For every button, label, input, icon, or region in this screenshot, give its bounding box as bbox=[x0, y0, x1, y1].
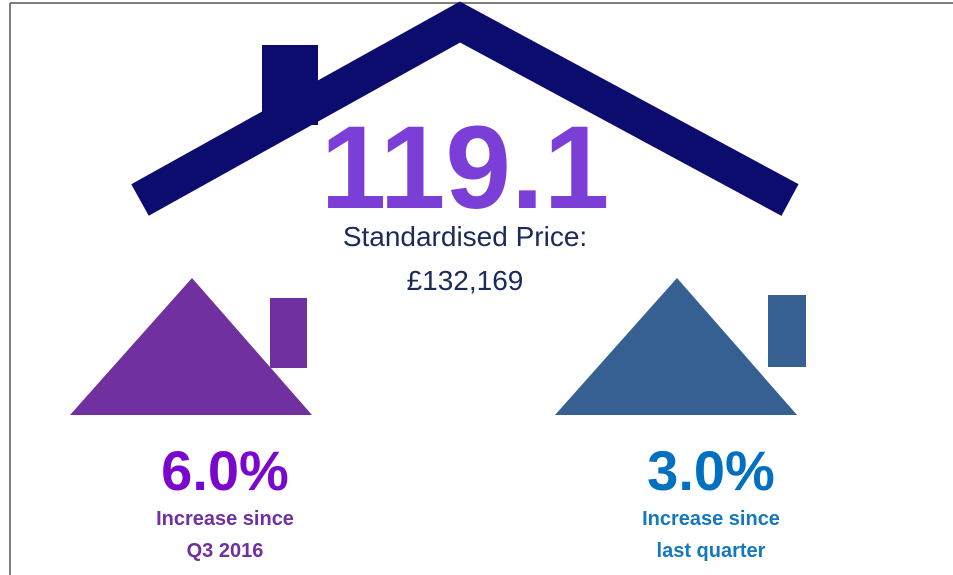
stat-value: 6.0% bbox=[161, 439, 289, 502]
stat-label: Increase since bbox=[156, 508, 294, 530]
index-value: 119.1 bbox=[321, 102, 610, 234]
left-house bbox=[70, 278, 312, 415]
stat-label: last quarter bbox=[657, 540, 766, 562]
stat-label: Q3 2016 bbox=[187, 540, 264, 562]
stat-label: Increase since bbox=[642, 508, 780, 530]
right-house bbox=[555, 278, 797, 415]
roof bbox=[131, 1, 799, 216]
right-house-chimney bbox=[768, 295, 806, 367]
stat-value: 3.0% bbox=[647, 439, 775, 502]
price-value: £132,169 bbox=[407, 265, 524, 296]
price-label: Standardised Price: bbox=[343, 221, 587, 252]
left-house-chimney bbox=[270, 298, 307, 368]
